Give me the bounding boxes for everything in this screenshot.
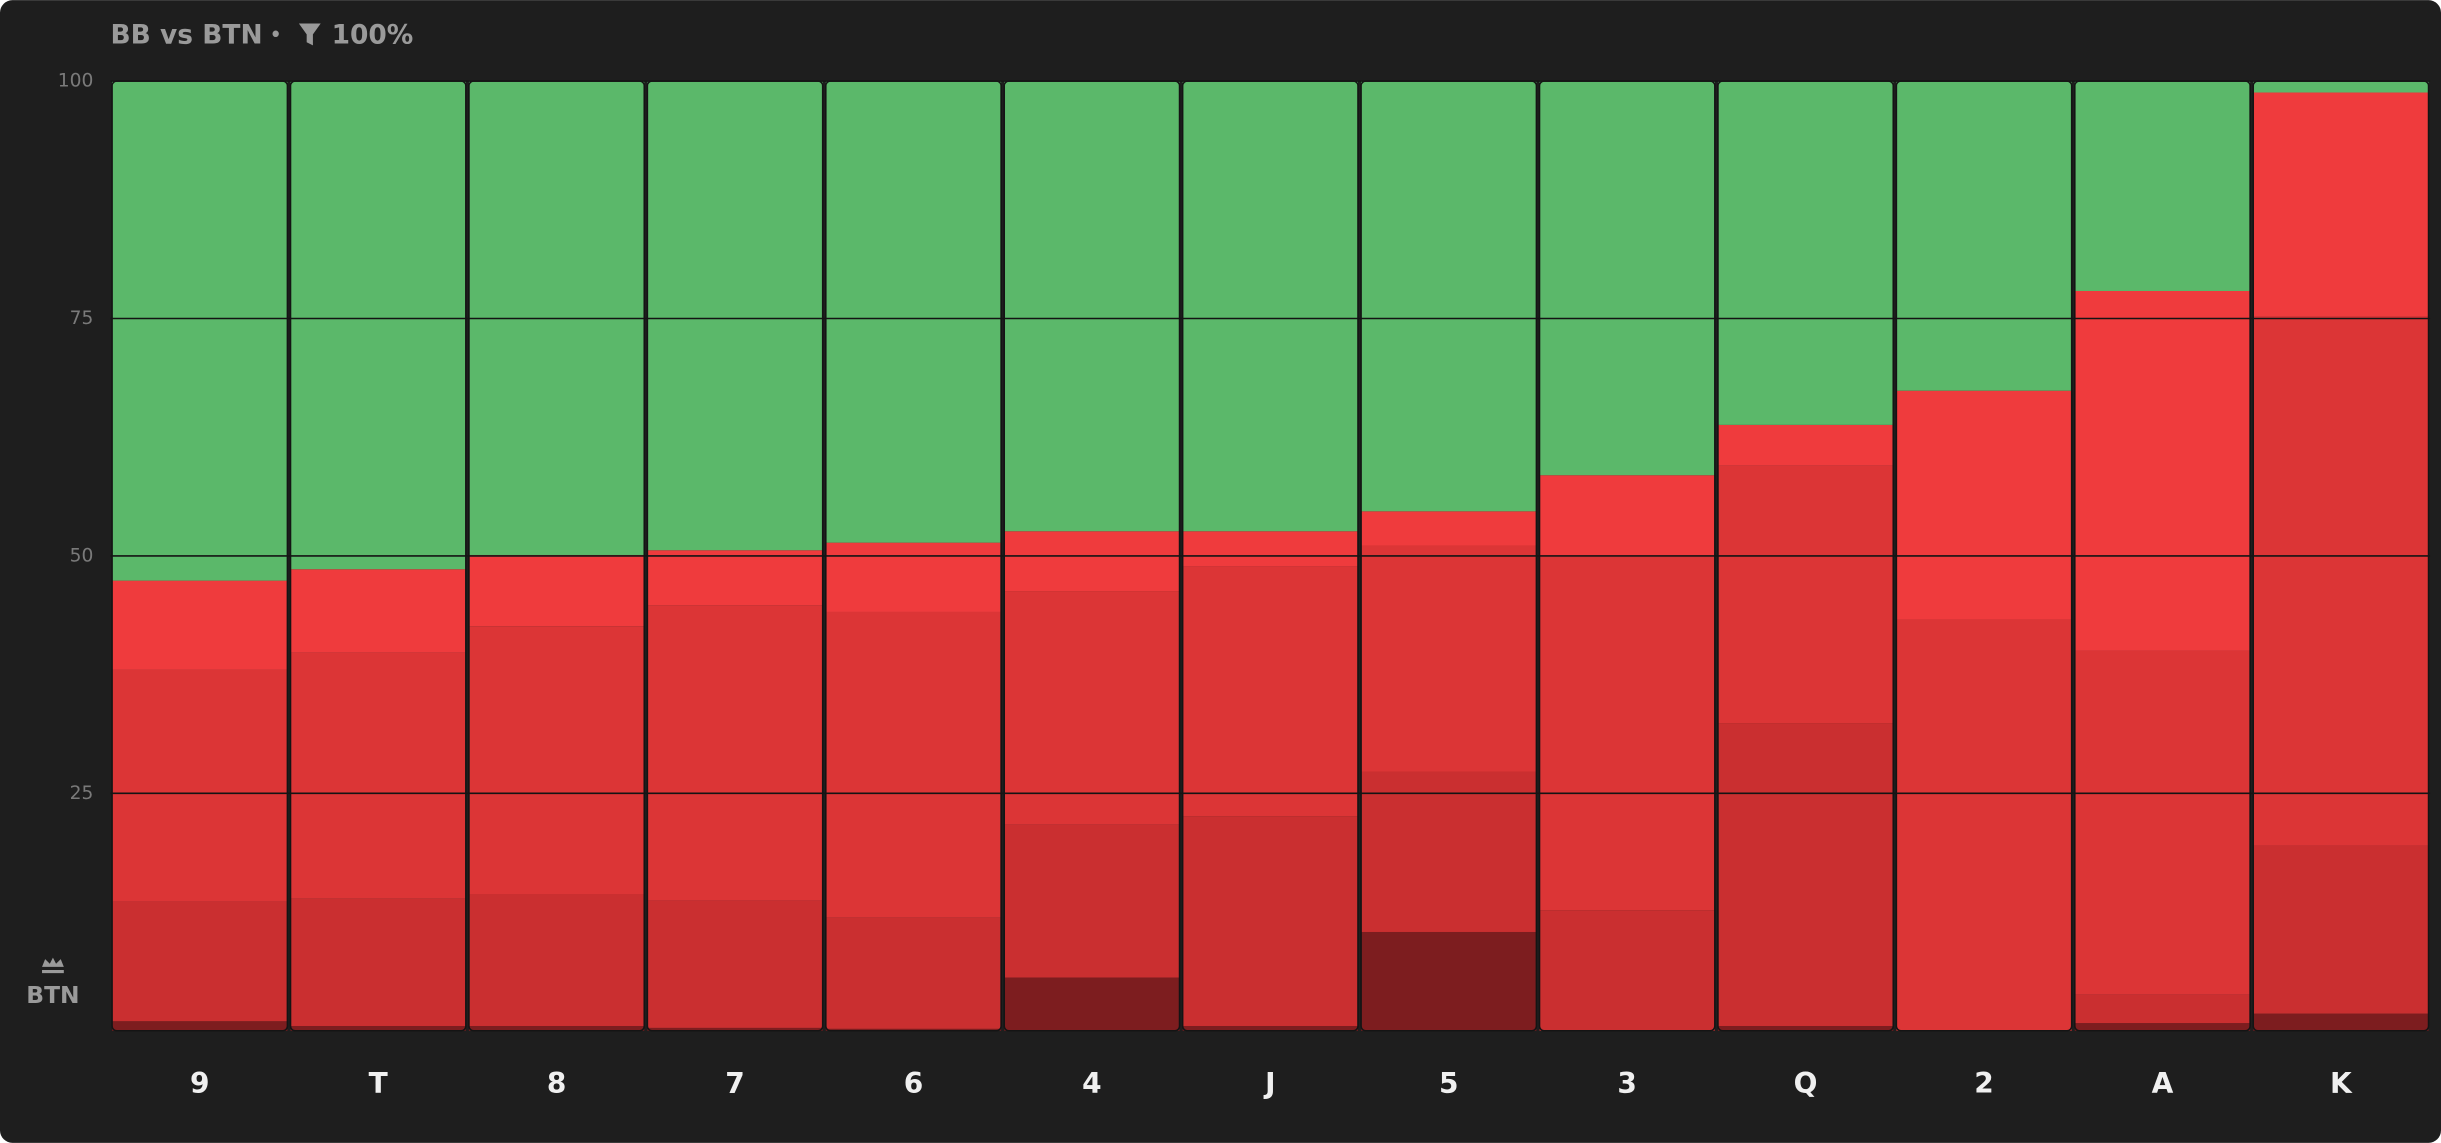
bar-segment xyxy=(1896,390,2072,620)
bar-segment xyxy=(1896,81,2072,391)
subtitle: 100% xyxy=(332,19,414,50)
crown-icon xyxy=(42,957,64,974)
player-label: BTN xyxy=(26,981,79,1009)
bar-segment xyxy=(2074,81,2251,291)
bar-segment xyxy=(112,81,288,581)
filter-icon xyxy=(298,23,321,46)
bar-segment xyxy=(1182,816,1358,1026)
x-tick-label: 8 xyxy=(547,1067,566,1100)
bar-segment xyxy=(290,81,466,570)
bar-segment xyxy=(1182,566,1358,817)
bar-segment xyxy=(647,81,823,551)
x-tick-label: Q xyxy=(1794,1067,1818,1100)
bar-segment xyxy=(825,917,1002,1029)
bar-segment xyxy=(2253,845,2429,1014)
bar-segment xyxy=(2253,316,2429,846)
bar-segment xyxy=(647,605,823,901)
x-tick-label: A xyxy=(2152,1067,2174,1100)
chart-title: BB vs BTN xyxy=(111,19,263,50)
bar-segment xyxy=(290,569,466,653)
x-tick-label: 9 xyxy=(190,1067,210,1100)
bar-segment xyxy=(1361,545,1537,772)
bar-segment xyxy=(2253,1013,2429,1031)
bar-segment xyxy=(468,554,645,627)
bar-segment xyxy=(825,542,1002,612)
y-tick-label: 25 xyxy=(70,783,94,804)
x-tick-label: 7 xyxy=(725,1067,745,1100)
bar-segment xyxy=(2074,994,2251,1024)
bar-segment xyxy=(112,580,288,670)
bar-segment xyxy=(647,550,823,606)
bar-segment xyxy=(112,901,288,1022)
separator: • xyxy=(269,23,282,48)
bar-segment xyxy=(1004,591,1180,825)
bar-segment xyxy=(1717,81,1894,425)
x-tick-label: K xyxy=(2330,1067,2353,1100)
bar-segment xyxy=(1182,1025,1358,1031)
bar-segment xyxy=(290,652,466,899)
bar-segment xyxy=(1361,511,1537,546)
plot: 9 T 8 7 6 4 J 5 3 Q 2 A K 25 50 75 100 xyxy=(58,71,2431,1100)
bar-segment xyxy=(825,81,1002,543)
bar-segment xyxy=(468,1025,645,1031)
bar-segment xyxy=(2074,1023,2251,1031)
x-tick-label: J xyxy=(1263,1067,1275,1100)
bar-segment xyxy=(1004,977,1180,1031)
bar-segment xyxy=(1896,619,2072,1031)
bar-segment xyxy=(1539,910,1715,1031)
bar-segment xyxy=(1361,771,1537,932)
bar-segment xyxy=(1717,465,1894,724)
bar-segment xyxy=(1539,475,1715,558)
bar-segment xyxy=(290,1025,466,1031)
bar-segment xyxy=(112,669,288,902)
bar-segment xyxy=(1004,531,1180,592)
bar-segment xyxy=(1361,81,1537,512)
bar-segment xyxy=(468,626,645,894)
y-tick-label: 100 xyxy=(58,71,94,92)
bar-segment xyxy=(1182,531,1358,567)
bar-segment xyxy=(647,900,823,1028)
bar-segment xyxy=(2074,650,2251,995)
x-tick-label: 6 xyxy=(904,1067,924,1100)
x-tick-label: 2 xyxy=(1974,1067,1994,1100)
y-tick-label: 75 xyxy=(70,308,94,329)
y-tick-label: 50 xyxy=(70,545,94,566)
bar-segment xyxy=(1004,824,1180,978)
bar-segment xyxy=(825,611,1002,918)
bar-segment xyxy=(2074,290,2251,651)
bar-segment xyxy=(825,1028,1002,1031)
x-tick-label: 3 xyxy=(1617,1067,1637,1100)
bar-segment xyxy=(112,1021,288,1031)
bar-segment xyxy=(2253,81,2429,93)
bar-segment xyxy=(1182,81,1358,532)
bar-segment xyxy=(290,898,466,1026)
bar-segment xyxy=(647,1027,823,1031)
bar-segment xyxy=(1539,557,1715,911)
bar-segment xyxy=(1717,424,1894,466)
bar-segment xyxy=(468,893,645,1026)
x-tick-label: 5 xyxy=(1439,1067,1459,1100)
bar-segment xyxy=(1717,723,1894,1026)
x-tick-label: T xyxy=(369,1067,388,1100)
x-tick-label: 4 xyxy=(1082,1067,1102,1100)
bar-segment xyxy=(1004,81,1180,532)
bar-segment xyxy=(2253,92,2429,317)
bar-segment xyxy=(1361,931,1537,1031)
bar-segment xyxy=(1539,81,1715,476)
bar-segment xyxy=(1717,1025,1894,1031)
